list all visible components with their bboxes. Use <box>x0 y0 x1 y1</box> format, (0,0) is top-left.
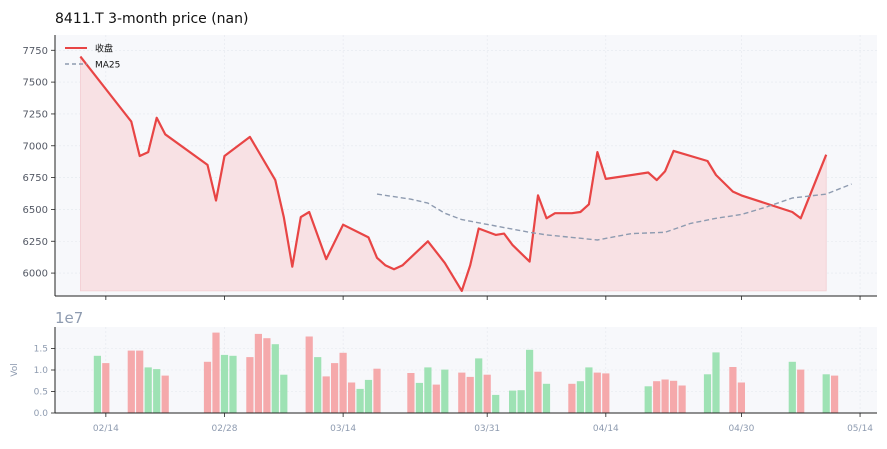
volume-bar <box>305 336 313 413</box>
price-y-tick-label: 7000 <box>23 141 48 152</box>
volume-bar <box>576 381 584 413</box>
volume-bar <box>364 379 373 413</box>
volume-bar <box>831 375 839 413</box>
volume-bar <box>585 367 593 413</box>
volume-bar <box>373 368 381 413</box>
price-y-tick-label: 7750 <box>23 46 48 57</box>
volume-y-tick-label: 0.5 <box>34 388 48 398</box>
volume-y-axis-label: Vol <box>10 363 20 376</box>
volume-bar <box>203 361 212 413</box>
volume-bar <box>788 361 796 413</box>
volume-x-tick-label: 03/31 <box>474 424 500 434</box>
volume-bars <box>93 332 839 414</box>
volume-bar <box>356 388 364 413</box>
volume-bar <box>737 382 745 413</box>
price-y-tick-label: 6750 <box>23 173 48 184</box>
volume-bar <box>661 379 669 413</box>
volume-bar <box>407 373 415 413</box>
volume-bar <box>348 382 356 413</box>
volume-bar <box>161 375 169 413</box>
volume-bar <box>602 373 610 413</box>
volume-bar <box>526 349 534 413</box>
volume-bar <box>678 385 686 413</box>
volume-bar <box>212 332 220 413</box>
volume-bar <box>492 394 500 413</box>
volume-y-tick-label: 0.0 <box>34 409 49 419</box>
volume-bar <box>331 363 339 413</box>
volume-bar <box>280 374 288 413</box>
volume-bar <box>254 333 262 413</box>
volume-bar <box>144 367 152 413</box>
volume-bar <box>322 376 330 413</box>
volume-bar <box>127 350 135 413</box>
volume-bar <box>102 363 110 413</box>
price-y-tick-label: 6000 <box>23 269 48 280</box>
volume-bar <box>712 352 720 413</box>
volume-bar <box>517 390 525 413</box>
volume-bar <box>339 352 347 413</box>
volume-bar <box>466 376 474 413</box>
volume-bar <box>670 380 678 414</box>
axes-lines <box>54 35 877 414</box>
volume-bar <box>271 344 279 413</box>
close-price-line <box>79 55 828 292</box>
volume-bar <box>153 369 161 413</box>
legend-close-label: 收盘 <box>95 43 113 55</box>
volume-bar <box>797 369 805 413</box>
price-x-ticks <box>105 296 861 300</box>
volume-bar <box>534 371 542 413</box>
volume-y-tick-label: 1.5 <box>34 345 48 355</box>
volume-bar <box>93 355 101 413</box>
price-y-tick-label: 7250 <box>23 109 48 120</box>
volume-bar <box>483 374 491 413</box>
volume-bar <box>644 386 652 413</box>
volume-bar <box>424 367 432 413</box>
volume-x-tick-label: 05/14 <box>847 424 873 434</box>
legend-ma25-label: MA25 <box>95 61 120 71</box>
volume-bar <box>432 384 440 413</box>
volume-bar <box>458 372 466 413</box>
price-y-tick-label: 7500 <box>23 78 48 89</box>
price-y-tick-label: 6500 <box>23 205 48 216</box>
volume-bar <box>441 369 449 413</box>
volume-x-tick-label: 02/14 <box>93 424 119 434</box>
volume-bar <box>542 383 551 413</box>
price-lines <box>79 55 852 292</box>
volume-bar <box>415 382 423 413</box>
volume-bar <box>593 372 601 413</box>
volume-bar <box>568 383 576 413</box>
volume-bar <box>703 374 712 413</box>
volume-bar <box>229 355 237 413</box>
volume-bar <box>220 354 229 413</box>
volume-x-tick-label: 04/14 <box>593 424 619 434</box>
volume-plot-area <box>55 327 877 413</box>
volume-x-tick-label: 03/14 <box>330 424 356 434</box>
price-y-ticks: 6000 6250 6500 6750 7000 7250 7500 7750 <box>23 46 55 280</box>
volume-bar <box>475 358 483 413</box>
price-y-tick-label: 6250 <box>23 237 48 248</box>
volume-offset-text: 1e7 <box>55 309 83 327</box>
chart-legend: 收盘 MA25 <box>65 43 120 71</box>
volume-bar <box>729 367 737 413</box>
ma25-line <box>376 183 852 241</box>
volume-bar <box>263 338 271 413</box>
volume-bar <box>246 357 254 413</box>
volume-x-tick-label: 02/28 <box>212 424 238 434</box>
volume-bar <box>314 357 322 413</box>
volume-bar <box>653 381 661 413</box>
volume-y-tick-label: 1.0 <box>34 366 49 376</box>
volume-bar <box>136 350 144 413</box>
volume-x-tick-label: 04/30 <box>728 424 754 434</box>
volume-bar <box>509 390 517 413</box>
volume-y-ticks: 0.0 0.5 1.0 1.5 <box>34 345 55 419</box>
volume-x-ticks: 02/14 02/28 03/14 03/31 04/14 04/30 05/14 <box>93 413 873 434</box>
chart-title: 8411.T 3-month price (nan) <box>55 11 248 27</box>
volume-bar <box>822 374 830 413</box>
